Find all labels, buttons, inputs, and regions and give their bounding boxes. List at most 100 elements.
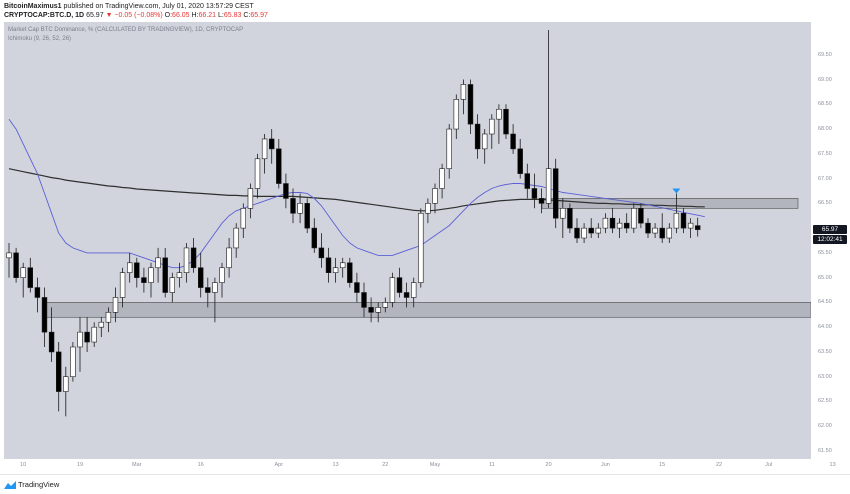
time-tick-label: Jun bbox=[600, 462, 610, 468]
candle-body bbox=[318, 247, 325, 259]
high-label: H: bbox=[191, 12, 199, 19]
candle-body bbox=[205, 287, 211, 293]
candle-body bbox=[368, 307, 374, 313]
candle-body bbox=[687, 222, 694, 229]
candle-body bbox=[552, 168, 559, 219]
candle-body bbox=[91, 326, 97, 343]
current-price-tag: 65.97 bbox=[813, 225, 847, 235]
candle-body bbox=[77, 331, 83, 348]
low-label: L: bbox=[218, 12, 224, 19]
time-tick-label: 10 bbox=[20, 462, 27, 468]
candle-body bbox=[276, 148, 282, 184]
time-tick-label: 15 bbox=[659, 462, 666, 468]
candle-body bbox=[375, 307, 381, 313]
price-tick-label: 61.50 bbox=[818, 448, 832, 454]
candle-body bbox=[453, 99, 459, 130]
candle-body bbox=[198, 267, 204, 288]
candle-body bbox=[48, 331, 55, 353]
candle-body bbox=[84, 331, 90, 343]
candle-body bbox=[155, 257, 161, 269]
footer: TradingView bbox=[0, 474, 850, 494]
candle-body bbox=[13, 252, 19, 278]
candle-body bbox=[134, 262, 140, 278]
candle-body bbox=[41, 297, 48, 333]
time-tick-label: May bbox=[429, 462, 441, 468]
candle-body bbox=[595, 227, 602, 234]
candle-body bbox=[673, 212, 680, 229]
price-tick-label: 65.50 bbox=[818, 249, 832, 256]
candle-body bbox=[545, 168, 552, 204]
candle-body bbox=[226, 247, 232, 269]
candle-body bbox=[304, 203, 310, 229]
candle-body bbox=[332, 267, 339, 273]
time-tick-label: 13 bbox=[829, 462, 836, 468]
price-tick-label: 67.00 bbox=[818, 175, 832, 182]
candle-body bbox=[290, 198, 296, 214]
chart-plot-area[interactable]: Market Cap BTC Dominance, % (CALCULATED … bbox=[4, 22, 811, 459]
candle-body bbox=[20, 267, 26, 278]
chart-header: BitcoinMaximus1 published on TradingView… bbox=[0, 0, 850, 22]
candle-body bbox=[659, 227, 665, 239]
candle-body bbox=[212, 282, 218, 293]
candle-body bbox=[339, 262, 346, 269]
candle-body bbox=[631, 208, 637, 229]
publisher-name[interactable]: BitcoinMaximus1 bbox=[4, 3, 62, 10]
candle-body bbox=[503, 108, 509, 135]
time-tick-label: 13 bbox=[332, 462, 339, 468]
price-tick-label: 68.50 bbox=[818, 101, 832, 108]
symbol-info: CRYPTOCAP:BTC.D, 1D 65.97 ▼ −0.05 (−0.08… bbox=[4, 12, 268, 19]
price-tick-label: 64.50 bbox=[818, 299, 832, 306]
publish-info: BitcoinMaximus1 published on TradingView… bbox=[4, 3, 254, 10]
price-tick-label: 67.50 bbox=[818, 150, 832, 157]
candle-body bbox=[432, 188, 438, 204]
candle-body bbox=[127, 262, 133, 273]
time-tick-label: 19 bbox=[76, 462, 84, 468]
baseline-line bbox=[8, 168, 705, 212]
candle-body bbox=[531, 188, 538, 199]
candle-body bbox=[446, 128, 452, 169]
candle-body bbox=[63, 376, 69, 392]
time-tick-label: Mar bbox=[132, 462, 142, 468]
candle-body bbox=[254, 158, 261, 189]
candle-body bbox=[609, 217, 616, 229]
conversion-line bbox=[8, 118, 705, 269]
candle-body bbox=[694, 225, 701, 230]
candle-body bbox=[219, 267, 225, 283]
candle-body bbox=[524, 173, 531, 189]
price-tick-label: 69.00 bbox=[818, 76, 832, 83]
time-tick-label: 20 bbox=[545, 462, 552, 468]
candle-body bbox=[119, 272, 126, 298]
time-axis[interactable]: 10 19 Mar 16 Apr 13 22 May 11 20 Jun 15 22 Jul 13 bbox=[4, 459, 836, 472]
close-label: C: bbox=[243, 12, 251, 19]
candle-body bbox=[240, 208, 246, 229]
price-axis[interactable]: 69.5069.0068.5068.0067.5067.0066.5066.00… bbox=[811, 22, 850, 459]
brand-name[interactable]: TradingView bbox=[18, 480, 60, 489]
candle-body bbox=[268, 138, 275, 150]
open-label: O: bbox=[164, 12, 173, 19]
low-value: 65.83 bbox=[223, 12, 242, 19]
candle-body bbox=[354, 282, 360, 293]
time-tick-label: 11 bbox=[488, 462, 495, 468]
candle-body bbox=[382, 302, 388, 308]
candle-body bbox=[148, 267, 154, 283]
candle-body bbox=[410, 282, 417, 298]
candle-body bbox=[141, 277, 147, 283]
candle-body bbox=[283, 183, 289, 199]
price-tick-label: 62.50 bbox=[818, 398, 832, 405]
indicator-legend: Ichimoku (9, 26, 52, 26) bbox=[8, 36, 72, 42]
candle-body bbox=[396, 277, 403, 293]
time-tick-label: 22 bbox=[715, 462, 723, 468]
candle-body bbox=[538, 198, 545, 204]
high-value: 66.21 bbox=[198, 12, 217, 19]
candle-body bbox=[481, 133, 488, 150]
symbol-name[interactable]: CRYPTOCAP:BTC.D, 1D bbox=[4, 12, 85, 19]
candle-body bbox=[311, 227, 317, 249]
candle-body bbox=[389, 277, 396, 303]
price-tick-label: 69.50 bbox=[818, 51, 832, 58]
open-value: 66.05 bbox=[172, 12, 190, 19]
candle-body bbox=[645, 222, 651, 234]
candle-body bbox=[98, 321, 105, 328]
support-zone bbox=[43, 302, 811, 318]
candle-body bbox=[34, 287, 41, 298]
candlestick-chart[interactable] bbox=[4, 22, 811, 459]
